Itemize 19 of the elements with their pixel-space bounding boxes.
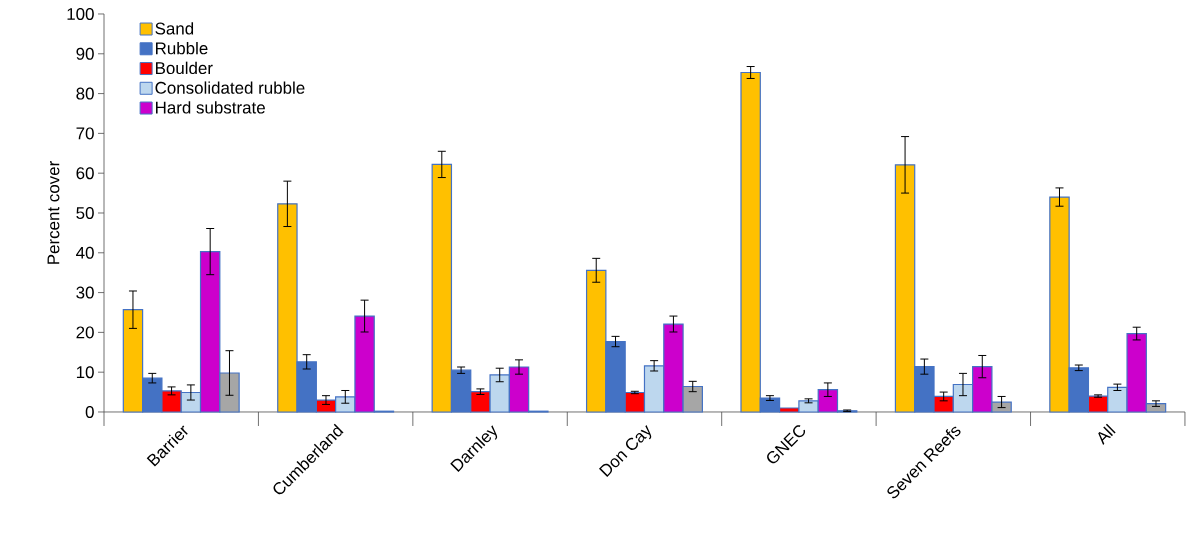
legend-label: Consolidated rubble [155, 81, 305, 94]
y-tick-label: 80 [76, 87, 94, 100]
y-tick-label: 50 [76, 206, 94, 219]
x-tick-label: Don Cay [599, 425, 652, 477]
y-tick-label: 10 [76, 366, 94, 379]
y-tick-label: 0 [85, 405, 94, 418]
y-tick-label: 70 [76, 127, 94, 140]
y-axis-title: Percent cover [47, 161, 60, 264]
legend-label: Rubble [156, 41, 208, 55]
x-tick-label: All [1098, 423, 1116, 445]
y-tick-label: 90 [76, 47, 94, 60]
legend-label: Boulder [156, 61, 213, 75]
y-tick-label: 20 [76, 326, 94, 339]
legend-label: Sand [155, 22, 194, 35]
y-tick-label: 100 [67, 7, 94, 20]
y-tick-label: 30 [76, 286, 94, 299]
legend-label: Hard substrate [156, 101, 265, 114]
y-tick-label: 60 [76, 167, 94, 180]
y-tick-label: 40 [76, 246, 94, 259]
